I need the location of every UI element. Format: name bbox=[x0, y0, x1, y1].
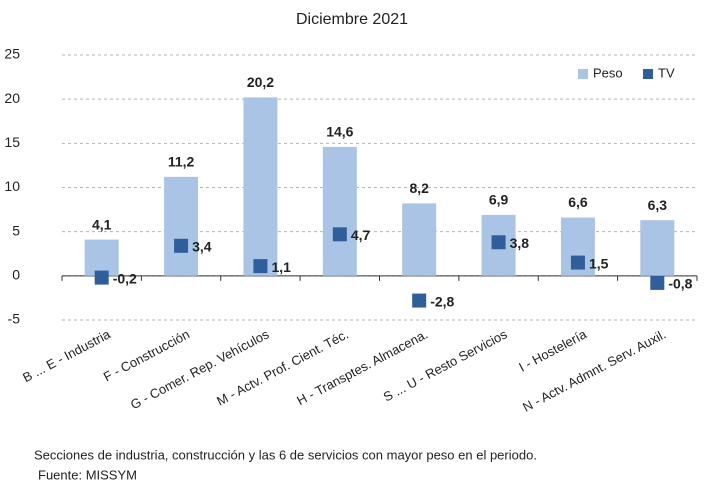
legend-label: Peso bbox=[593, 65, 623, 80]
y-tick-label: 20 bbox=[4, 90, 20, 106]
y-tick-label: 25 bbox=[4, 46, 20, 62]
bar bbox=[164, 176, 199, 276]
y-tick-label: 5 bbox=[12, 222, 20, 238]
y-tick-label: 10 bbox=[4, 178, 20, 194]
bar bbox=[243, 97, 278, 276]
source: Fuente: MISSYM bbox=[38, 467, 137, 482]
bar-value-label: 11,2 bbox=[168, 154, 195, 170]
y-tick-label: 0 bbox=[12, 267, 20, 283]
marker bbox=[412, 293, 427, 308]
marker bbox=[491, 235, 506, 250]
x-tick-label: N - Actv. Admnt. Serv. Auxil. bbox=[520, 326, 668, 414]
bar-value-label: 20,2 bbox=[247, 74, 274, 90]
chart-title: Diciembre 2021 bbox=[296, 11, 408, 28]
marker-value-label: 4,7 bbox=[351, 227, 371, 243]
bar-value-label: 4,1 bbox=[92, 216, 112, 232]
marker bbox=[570, 255, 585, 270]
marker-value-label: 3,4 bbox=[192, 239, 212, 255]
legend-swatch bbox=[643, 69, 653, 79]
footnote: Secciones de industria, construcción y l… bbox=[34, 447, 537, 462]
x-tick-label: G - Comer. Rep. Vehículos bbox=[128, 326, 272, 412]
marker-value-label: 1,5 bbox=[589, 255, 609, 271]
bar bbox=[402, 203, 437, 276]
marker-value-label: 1,1 bbox=[271, 259, 291, 275]
marker bbox=[94, 270, 109, 285]
bar-value-label: 6,9 bbox=[489, 192, 509, 208]
x-tick-label: I - Hostelería bbox=[516, 326, 589, 375]
y-tick-label: 15 bbox=[4, 134, 20, 150]
marker bbox=[332, 227, 347, 242]
marker-value-label: -0,8 bbox=[668, 276, 692, 292]
marker-value-label: 3,8 bbox=[510, 235, 530, 251]
x-tick-label: B ... E - Industria bbox=[20, 326, 113, 385]
x-tick-label: H - Transptes. Almacena. bbox=[294, 326, 430, 408]
marker bbox=[650, 275, 665, 290]
legend-label: TV bbox=[658, 65, 675, 80]
bar-value-label: 6,3 bbox=[648, 197, 668, 213]
bar bbox=[322, 146, 357, 276]
legend-swatch bbox=[578, 69, 588, 79]
x-tick-label: M - Actv. Prof. Cient. Téc. bbox=[214, 326, 351, 408]
bar-value-label: 6,6 bbox=[568, 194, 588, 210]
marker bbox=[253, 259, 268, 274]
marker bbox=[174, 238, 189, 253]
y-tick-label: -5 bbox=[8, 311, 21, 327]
bar bbox=[84, 239, 119, 276]
bar bbox=[640, 220, 675, 276]
bar-value-label: 14,6 bbox=[326, 124, 353, 140]
marker-value-label: -2,8 bbox=[430, 293, 454, 309]
bar-value-label: 8,2 bbox=[409, 180, 429, 196]
marker-value-label: -0,2 bbox=[113, 270, 137, 286]
